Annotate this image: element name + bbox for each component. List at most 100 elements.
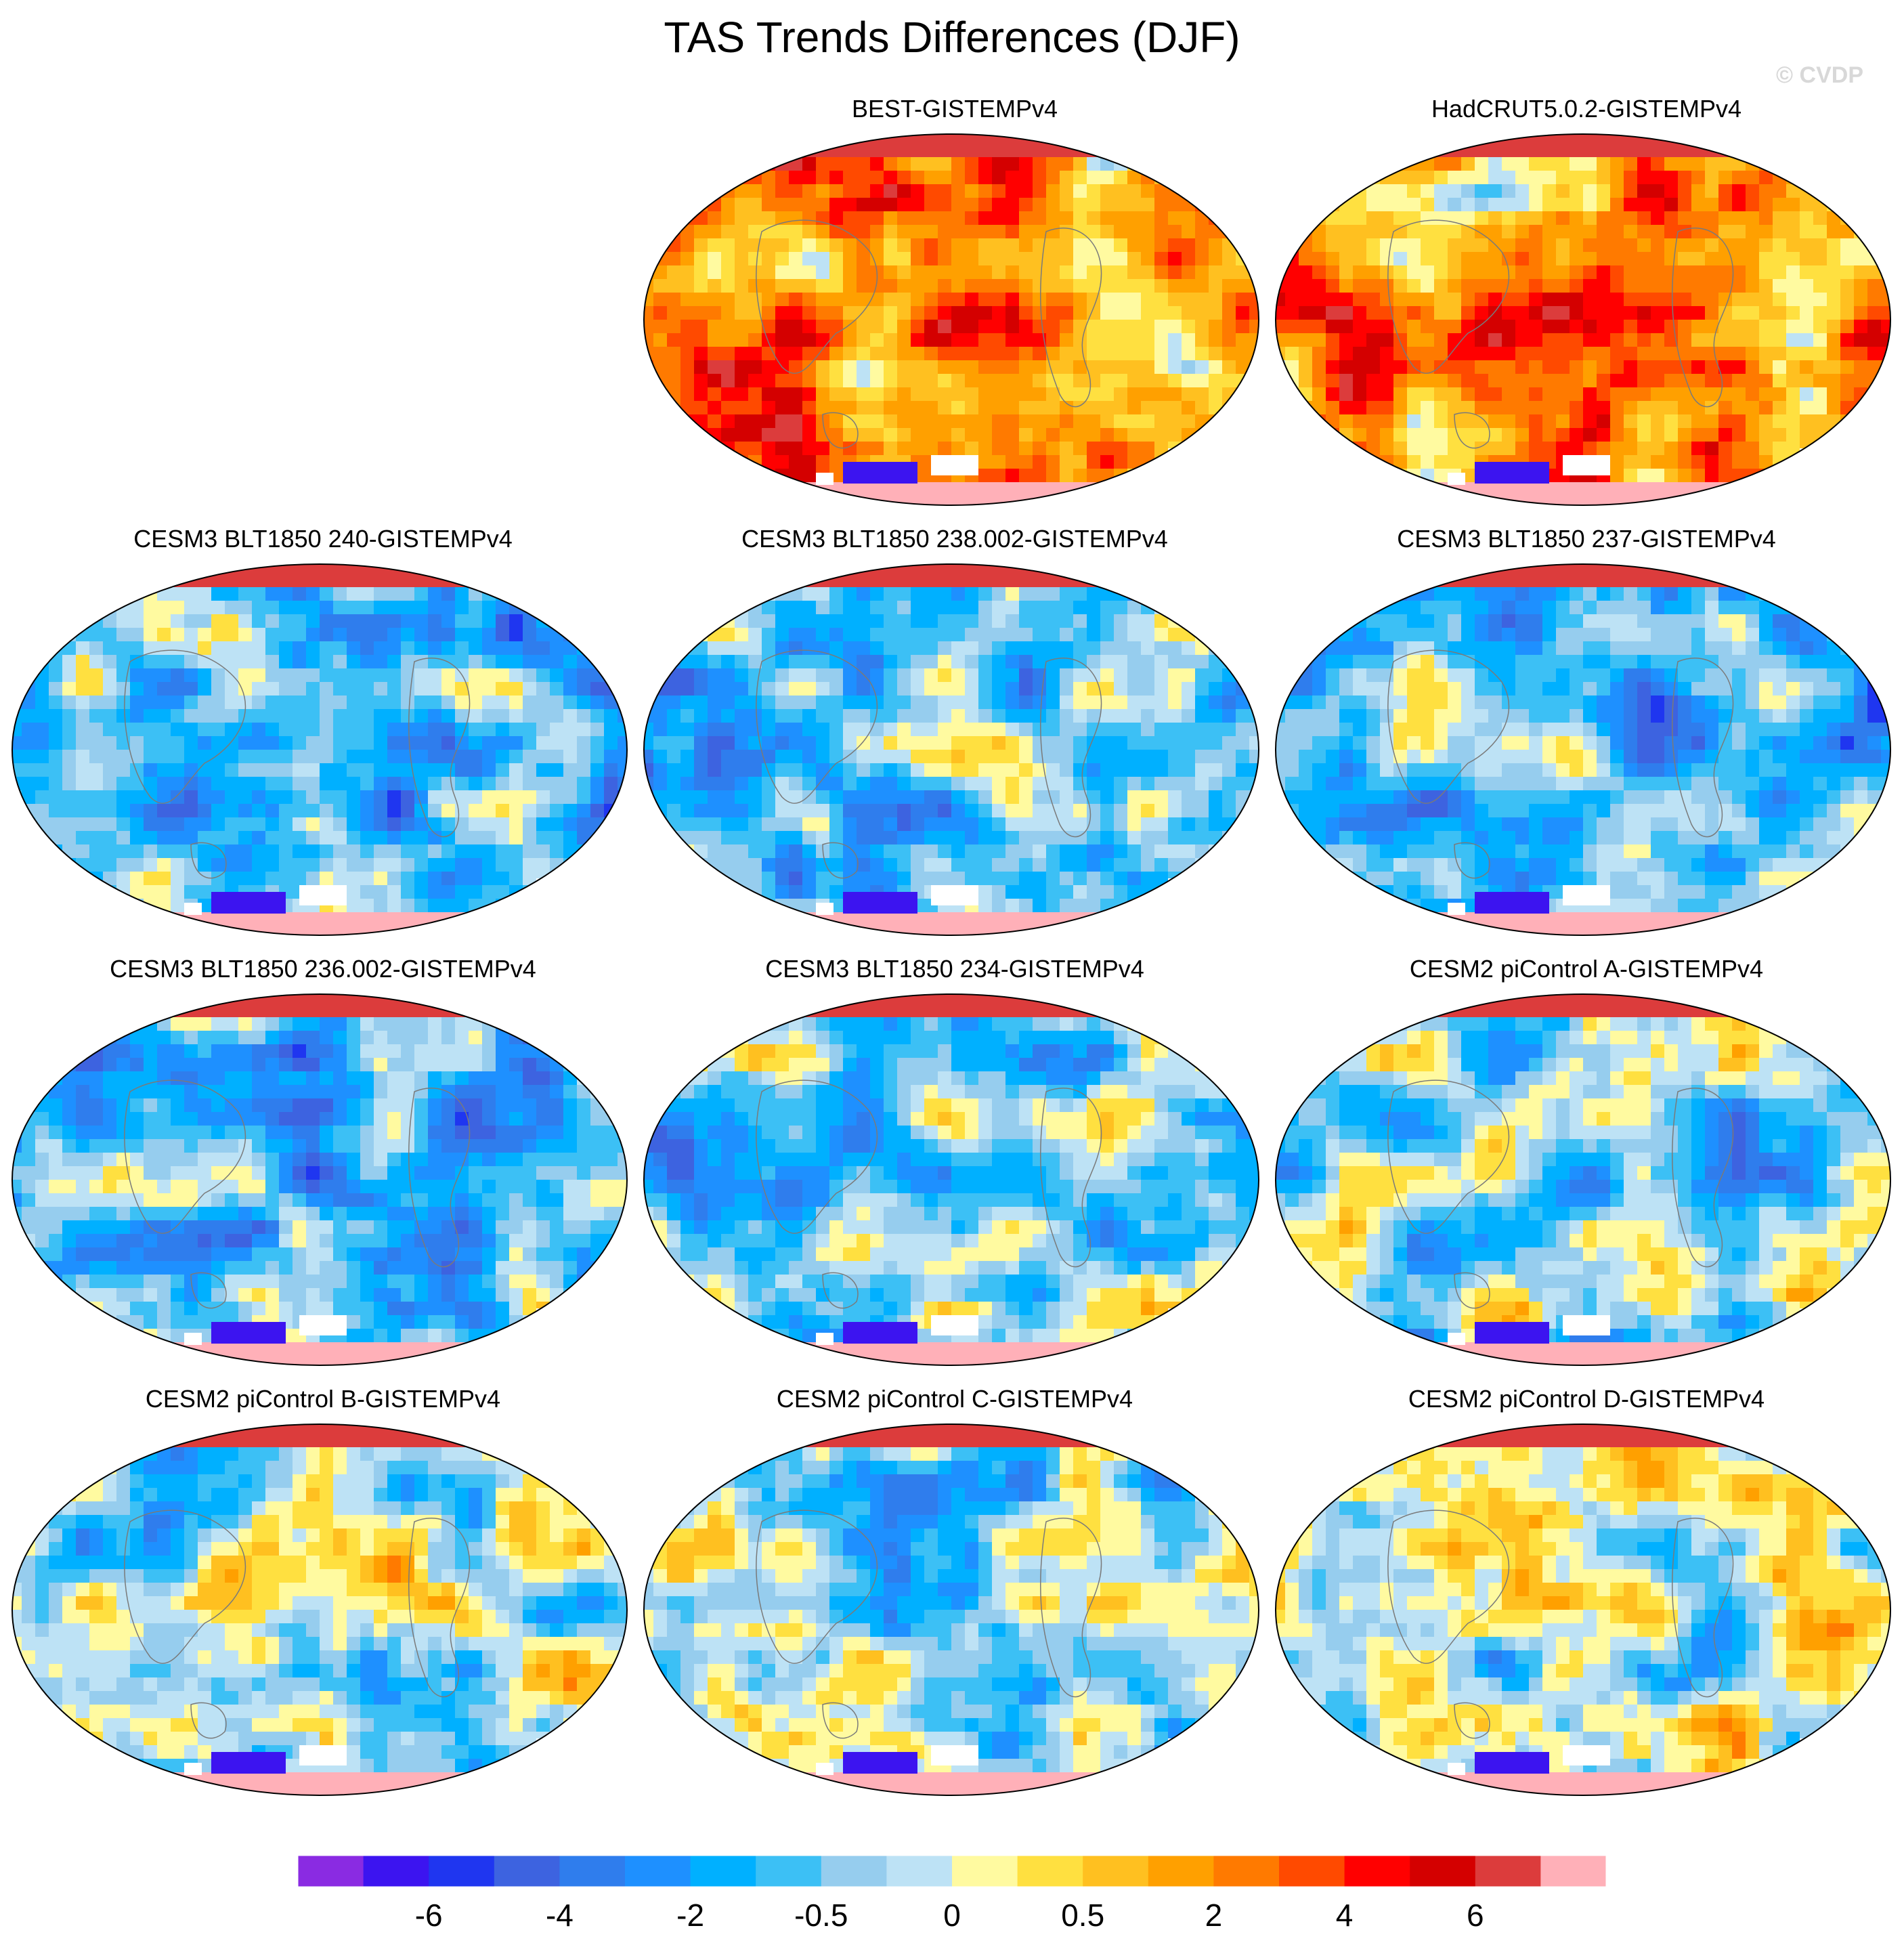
field-cell — [320, 736, 334, 750]
field-cell — [1073, 374, 1087, 388]
field-cell — [1461, 455, 1475, 469]
field-cell — [1339, 134, 1354, 144]
field-cell — [802, 360, 817, 375]
field-cell — [1019, 144, 1033, 158]
field-cell — [1651, 198, 1665, 212]
field-cell — [1249, 387, 1259, 402]
field-cell — [1195, 211, 1209, 226]
field-cell — [992, 265, 1006, 280]
field-cell — [1114, 668, 1128, 683]
field-cell — [1299, 414, 1313, 429]
field-cell — [536, 736, 550, 750]
field-cell — [680, 387, 695, 402]
field-cell — [1285, 482, 1299, 496]
field-cell — [35, 750, 49, 764]
field-cell — [884, 655, 898, 669]
field-cell — [360, 817, 374, 832]
field-cell — [482, 614, 496, 628]
field-cell — [1046, 333, 1060, 347]
missing-data-patch — [1800, 448, 1861, 462]
field-cell — [360, 912, 374, 926]
field-cell — [116, 858, 131, 872]
field-cell — [1168, 682, 1182, 696]
field-cell — [1691, 171, 1706, 185]
field-cell — [1637, 387, 1651, 402]
field-cell — [857, 184, 871, 198]
field-cell — [992, 171, 1006, 185]
field-cell — [721, 564, 735, 574]
field-cell — [577, 682, 591, 696]
field-cell — [306, 614, 320, 628]
field-cell — [1154, 790, 1169, 805]
field-cell — [1033, 587, 1047, 601]
field-cell — [1786, 347, 1800, 361]
field-cell — [1353, 482, 1367, 496]
field-cell — [680, 587, 695, 601]
field-cell — [1060, 601, 1074, 615]
field-cell — [721, 709, 735, 723]
field-cell — [35, 763, 49, 777]
field-cell — [965, 157, 979, 171]
field-cell — [360, 844, 374, 859]
field-cell — [171, 858, 185, 872]
field-cell — [843, 763, 857, 777]
field-cell — [306, 682, 320, 696]
field-cell — [184, 777, 198, 791]
field-cell — [1182, 387, 1196, 402]
field-cell — [1800, 455, 1814, 469]
field-cell — [1249, 574, 1259, 588]
field-cell — [1236, 333, 1250, 347]
field-cell — [680, 306, 695, 320]
field-cell — [1664, 374, 1679, 388]
field-cell — [116, 736, 131, 750]
field-cell — [293, 668, 307, 683]
field-cell — [1691, 442, 1706, 456]
field-cell — [1637, 171, 1651, 185]
field-cell — [1154, 293, 1169, 307]
field-cell — [870, 831, 884, 845]
field-cell — [265, 709, 280, 723]
field-cell — [536, 628, 550, 642]
field-cell — [1299, 252, 1313, 266]
field-cell — [1583, 265, 1597, 280]
field-cell — [279, 564, 293, 574]
field-cell — [1182, 469, 1196, 483]
field-cell — [1542, 414, 1557, 429]
field-cell — [89, 655, 104, 669]
field-cell — [1691, 279, 1706, 293]
field-cell — [1141, 134, 1155, 144]
field-cell — [1236, 320, 1250, 334]
field-cell — [1299, 320, 1313, 334]
field-cell — [1168, 496, 1182, 505]
field-cell — [130, 831, 144, 845]
field-cell — [653, 265, 668, 280]
field-cell — [992, 211, 1006, 226]
field-cell — [775, 682, 789, 696]
field-cell — [789, 414, 803, 429]
field-cell — [829, 709, 844, 723]
field-cell — [870, 279, 884, 293]
field-cell — [1073, 844, 1087, 859]
field-cell — [978, 723, 993, 737]
field-cell — [897, 790, 911, 805]
field-cell — [978, 252, 993, 266]
field-cell — [1285, 455, 1299, 469]
field-cell — [374, 885, 388, 899]
field-cell — [374, 587, 388, 601]
field-cell — [680, 641, 695, 656]
field-cell — [211, 926, 225, 935]
field-cell — [924, 320, 938, 334]
field-cell — [590, 564, 605, 574]
field-cell — [130, 614, 144, 628]
field-cell — [1610, 265, 1624, 280]
field-cell — [428, 885, 442, 899]
field-cell — [482, 574, 496, 588]
field-cell — [536, 601, 550, 615]
field-cell — [1732, 171, 1746, 185]
field-cell — [279, 601, 293, 615]
field-cell — [1087, 844, 1101, 859]
field-cell — [1380, 360, 1394, 375]
field-cell — [884, 763, 898, 777]
field-cell — [1597, 171, 1611, 185]
field-cell — [523, 564, 537, 574]
